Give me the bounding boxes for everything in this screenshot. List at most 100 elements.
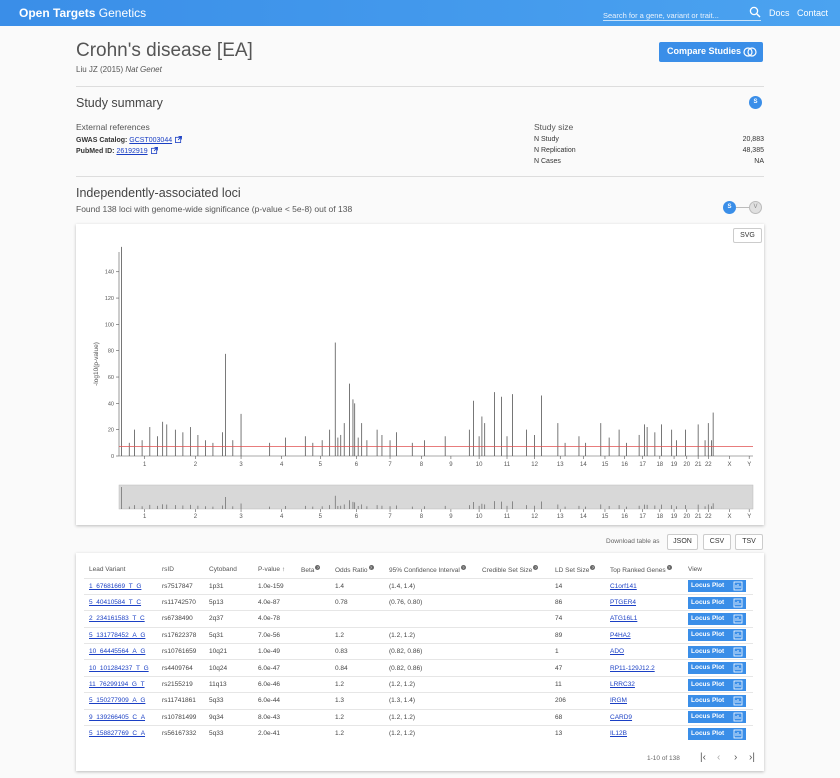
cell-credible-set-size: [477, 577, 550, 595]
col-beta[interactable]: Beta?: [301, 565, 321, 575]
search-box: [603, 5, 761, 21]
locus-plot-button[interactable]: Locus Plot: [688, 711, 746, 724]
variant-link[interactable]: 5_131778452_A_G: [89, 631, 146, 639]
x-tick-label: 20: [683, 462, 690, 468]
locus-plot-button[interactable]: Locus Plot: [688, 678, 746, 691]
variant-link[interactable]: 10_101284237_T_G: [89, 664, 149, 672]
locus-plot-label: Locus Plot: [691, 680, 725, 688]
variant-link[interactable]: 5_158827769_C_A: [89, 730, 146, 738]
nav-docs[interactable]: Docs: [769, 8, 790, 18]
locus-plot-button[interactable]: Locus Plot: [688, 645, 746, 658]
next-page-icon[interactable]: ›: [734, 752, 738, 763]
gene-link[interactable]: IL12B: [610, 730, 627, 738]
locus-plot-icon: [733, 729, 743, 739]
variant-link[interactable]: 9_139266405_C_A: [89, 713, 146, 721]
col-p-value[interactable]: P-value ↑: [258, 566, 286, 574]
help-icon[interactable]: ?: [315, 565, 321, 571]
cell-ci: (1.2, 1.2): [384, 675, 477, 693]
variant-link[interactable]: 2_234161583_T_C: [89, 615, 145, 623]
gene-link[interactable]: P4HA2: [610, 631, 631, 639]
cell-view: Locus Plot: [683, 692, 753, 710]
variant-link[interactable]: 10_64445564_A_G: [89, 648, 146, 656]
help-icon[interactable]: ?: [460, 565, 466, 571]
variant-link[interactable]: 1_67681669_T_G: [89, 582, 142, 590]
download-tsv-button[interactable]: TSV: [735, 534, 763, 550]
cell-cytoband: 2q37: [204, 610, 253, 628]
cell-top-gene: CARD9: [605, 708, 683, 726]
search-input[interactable]: [603, 11, 743, 20]
external-link-icon: [150, 147, 158, 154]
pubmed-link[interactable]: 26192919: [116, 148, 148, 155]
first-page-icon[interactable]: |‹: [700, 752, 706, 763]
study-size-label: Study size: [534, 122, 574, 132]
prev-page-icon[interactable]: ‹: [717, 752, 721, 763]
locus-plot-icon: [733, 680, 743, 689]
col-odds-ratio[interactable]: Odds Ratio?: [335, 565, 374, 575]
gene-link[interactable]: CARD9: [610, 713, 633, 721]
col-top-ranked-genes[interactable]: Top Ranked Genes?: [610, 565, 672, 575]
cell-credible-set-size: [477, 643, 550, 660]
gene-link[interactable]: ATG16L1: [610, 615, 638, 623]
help-icon[interactable]: ?: [666, 565, 672, 571]
locus-plot-button[interactable]: Locus Plot: [688, 727, 746, 740]
col-ld-set-size[interactable]: LD Set Size?: [555, 565, 596, 575]
locus-plot-icon: [733, 696, 743, 706]
download-csv-button[interactable]: CSV: [703, 534, 731, 550]
locus-plot-button[interactable]: Locus Plot: [688, 662, 746, 675]
y-tick-label: 60: [108, 375, 114, 381]
locus-plot-button[interactable]: Locus Plot: [688, 596, 746, 609]
locus-plot-label: Locus Plot: [691, 582, 725, 590]
page-title: Crohn's disease [EA]: [76, 40, 253, 61]
cell-credible-set-size: [477, 692, 550, 710]
gwas-catalog-link[interactable]: GCST003044: [129, 137, 173, 144]
variant-link[interactable]: 5_150277909_A_G: [89, 697, 146, 705]
x-tick-label: 22: [705, 462, 712, 468]
brand-logo[interactable]: Open Targets Genetics: [19, 6, 147, 20]
cell-odds-ratio: 1.2: [330, 675, 384, 693]
n-cases-label: N Cases: [534, 158, 561, 165]
help-icon[interactable]: ?: [533, 565, 539, 571]
locus-plot-button[interactable]: Locus Plot: [688, 612, 746, 625]
cell-view: Locus Plot: [683, 577, 753, 595]
brush-x-tick-label: 6: [355, 514, 359, 520]
loci-source-badge-v[interactable]: V: [749, 201, 762, 214]
gene-link[interactable]: RP11-129J12.2: [610, 664, 655, 672]
table-row: 5_150277909_A_G rs11741861 5q33 6.0e-44 1.3(…: [84, 692, 753, 710]
help-icon[interactable]: ?: [590, 565, 596, 571]
col-credible-set-size[interactable]: Credible Set Size?: [482, 565, 539, 575]
col-rsid[interactable]: rsID: [162, 566, 174, 574]
brush-x-tick-label: 14: [580, 514, 587, 520]
col-confidence-interval[interactable]: 95% Confidence Interval?: [389, 565, 466, 575]
gene-link[interactable]: LRRC32: [610, 681, 635, 689]
locus-plot-button[interactable]: Locus Plot: [688, 694, 746, 707]
cell-beta: [296, 610, 330, 628]
loci-source-badge-s[interactable]: S: [723, 201, 736, 214]
variant-link[interactable]: 11_76299194_G_T: [89, 681, 145, 689]
nav-contact[interactable]: Contact: [797, 8, 829, 18]
gene-link[interactable]: C1orf141: [610, 582, 637, 590]
gene-link[interactable]: PTGER4: [610, 599, 637, 607]
summary-source-badge[interactable]: S: [749, 96, 762, 109]
help-icon[interactable]: ?: [368, 565, 374, 571]
locus-plot-icon: [733, 647, 743, 657]
gene-link[interactable]: ADO: [610, 648, 625, 656]
locus-plot-button[interactable]: Locus Plot: [688, 629, 746, 642]
n-replication-label: N Replication: [534, 147, 576, 154]
compare-studies-button[interactable]: Compare Studies: [659, 42, 763, 62]
download-svg-button[interactable]: SVG: [733, 228, 762, 243]
brush-x-tick-label: 22: [705, 514, 712, 520]
last-page-icon[interactable]: ›|: [749, 752, 755, 763]
cell-top-gene: ADO: [605, 643, 683, 660]
pubmed-row: PubMed ID: 26192919: [76, 147, 158, 155]
search-icon[interactable]: [749, 6, 761, 18]
download-json-button[interactable]: JSON: [667, 534, 698, 550]
col-cytoband[interactable]: Cytoband: [209, 566, 237, 574]
col-lead-variant[interactable]: Lead Variant: [89, 566, 126, 574]
variant-link[interactable]: 5_40410584_T_C: [89, 599, 142, 607]
cell-odds-ratio: 1.2: [330, 708, 384, 726]
gene-link[interactable]: IRGM: [610, 697, 627, 705]
locus-plot-button[interactable]: Locus Plot: [688, 580, 746, 593]
cell-top-gene: RP11-129J12.2: [605, 659, 683, 677]
loci-subtitle: Found 138 loci with genome-wide signific…: [76, 204, 353, 214]
x-tick-label: 12: [531, 462, 538, 468]
